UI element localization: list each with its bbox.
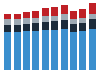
Bar: [89, 3, 96, 14]
Bar: [61, 14, 68, 20]
Bar: [4, 19, 11, 25]
Bar: [23, 31, 30, 70]
Bar: [51, 16, 58, 21]
Bar: [89, 14, 96, 19]
Bar: [51, 30, 58, 70]
Bar: [70, 19, 77, 24]
Bar: [32, 31, 39, 70]
Bar: [32, 11, 39, 18]
Bar: [23, 12, 30, 18]
Bar: [61, 29, 68, 70]
Bar: [42, 8, 49, 16]
Bar: [51, 7, 58, 16]
Bar: [14, 32, 21, 70]
Bar: [42, 30, 49, 70]
Bar: [14, 19, 21, 25]
Bar: [70, 11, 77, 19]
Bar: [70, 24, 77, 32]
Bar: [79, 31, 86, 70]
Bar: [4, 32, 11, 70]
Bar: [23, 24, 30, 31]
Bar: [4, 14, 11, 19]
Bar: [23, 18, 30, 24]
Bar: [79, 18, 86, 23]
Bar: [61, 20, 68, 29]
Bar: [51, 21, 58, 30]
Bar: [32, 18, 39, 23]
Bar: [70, 32, 77, 70]
Bar: [89, 19, 96, 29]
Bar: [4, 25, 11, 32]
Bar: [14, 25, 21, 32]
Bar: [42, 22, 49, 30]
Bar: [14, 14, 21, 19]
Bar: [79, 23, 86, 31]
Bar: [32, 23, 39, 31]
Bar: [42, 16, 49, 22]
Bar: [79, 9, 86, 18]
Bar: [61, 5, 68, 14]
Bar: [89, 29, 96, 70]
